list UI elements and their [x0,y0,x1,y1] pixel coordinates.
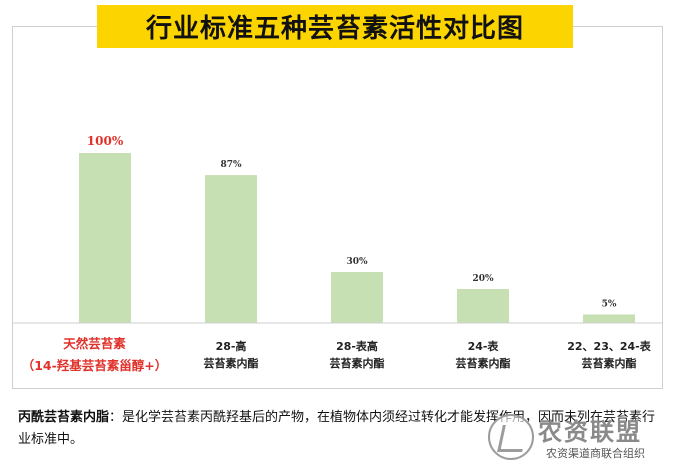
data-label-3: 20% [472,274,494,284]
footnote-term: 丙酰芸苔素内脂 [18,410,110,425]
watermark: 农资联盟 农资渠道商联合组织 [488,412,668,464]
bar-1 [205,175,257,323]
category-label-1: 28-高芸苔素内酯 [168,338,294,372]
data-label-1: 87% [220,160,242,170]
category-label-2: 28-表高芸苔素内酯 [294,338,420,372]
bar-2 [331,272,383,323]
category-label-4: 22、23、24-表 芸苔素内酯 [546,338,672,372]
data-label-4: 5% [602,300,617,310]
watermark-logo-icon [488,414,534,460]
bar-4 [583,314,635,323]
data-label-2: 30% [346,257,368,267]
category-label-1-line-0: 28-高 [215,340,247,353]
watermark-title: 农资联盟 [538,418,642,446]
watermark-subtitle: 农资渠道商联合组织 [546,447,645,460]
category-label-2-line-1: 芸苔素内酯 [329,357,385,370]
category-label-3: 24-表芸苔素内酯 [420,338,546,372]
category-label-1-line-1: 芸苔素内酯 [203,357,259,370]
category-label-0-line-0: 天然芸苔素 [63,336,126,351]
category-label-2-line-0: 28-表高 [336,340,378,353]
category-label-4-line-0: 22、23、24-表 [567,340,651,353]
chart-title: 行业标准五种芸苔素活性对比图 [97,5,573,48]
bar-3 [457,289,509,323]
category-label-3-line-1: 芸苔素内酯 [455,357,511,370]
category-label-0: 天然芸苔素 （14-羟基芸苔素甾醇+） [12,333,177,377]
data-label-0: 100% [87,134,124,148]
category-label-4-line-1: 芸苔素内酯 [581,357,637,370]
category-label-0-line-1: （14-羟基芸苔素甾醇+） [21,358,168,373]
bar-0 [79,153,131,323]
category-label-3-line-0: 24-表 [467,340,499,353]
